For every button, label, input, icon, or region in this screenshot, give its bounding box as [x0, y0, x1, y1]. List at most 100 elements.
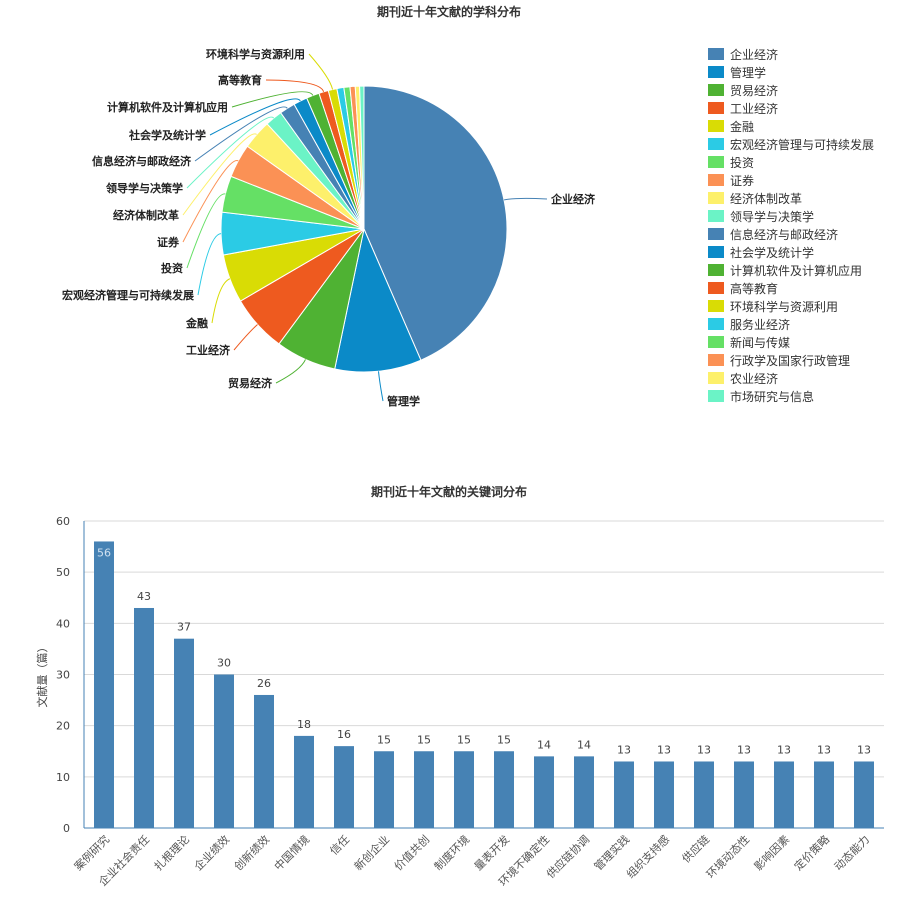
- bar-value-label: 15: [497, 733, 511, 746]
- bar-value-label: 43: [137, 590, 151, 603]
- legend-item[interactable]: 领导学与决策学: [708, 207, 874, 225]
- y-tick-label: 50: [56, 566, 70, 579]
- pie-chart-title: 期刊近十年文献的学科分布: [376, 5, 521, 19]
- legend-item[interactable]: 行政学及国家行政管理: [708, 351, 874, 369]
- pie-leader-line: [197, 233, 222, 296]
- legend-item[interactable]: 宏观经济管理与可持续发展: [708, 135, 874, 153]
- legend-item[interactable]: 投资: [708, 153, 874, 171]
- legend-item[interactable]: 经济体制改革: [708, 189, 874, 207]
- x-tick-label: 量表开发: [471, 832, 512, 873]
- y-tick-label: 30: [56, 669, 70, 682]
- bar[interactable]: [494, 751, 514, 828]
- bar[interactable]: [774, 761, 794, 828]
- legend-item[interactable]: 信息经济与邮政经济: [708, 225, 874, 243]
- legend-swatch: [708, 354, 724, 366]
- pie-slice[interactable]: [359, 85, 365, 230]
- legend-label: 金融: [730, 119, 755, 134]
- pie-leader-line: [377, 371, 384, 402]
- bar[interactable]: [254, 694, 274, 828]
- x-tick-label: 供应链协调: [543, 832, 592, 881]
- legend-swatch: [708, 372, 724, 384]
- bar-value-label: 13: [617, 743, 631, 756]
- bar[interactable]: [294, 735, 314, 828]
- bar[interactable]: [614, 761, 634, 828]
- pie-leader-line: [308, 53, 334, 90]
- legend-label: 经济体制改革: [730, 191, 803, 206]
- x-tick-label: 价值共创: [392, 833, 432, 873]
- bar[interactable]: [694, 761, 714, 828]
- pie-leader-line: [275, 359, 306, 384]
- pie-leader-line: [182, 160, 239, 243]
- legend-item[interactable]: 工业经济: [708, 99, 874, 117]
- legend-label: 计算机软件及计算机应用: [730, 263, 863, 278]
- pie-leader-line: [211, 278, 231, 324]
- legend-label: 社会学及统计学: [730, 245, 815, 260]
- bar[interactable]: [374, 751, 394, 828]
- legend-swatch: [708, 66, 724, 78]
- bar-value-label: 15: [457, 733, 471, 746]
- legend-label: 服务业经济: [730, 317, 791, 332]
- x-tick-label: 环境动态性: [703, 832, 752, 881]
- x-tick-label: 创新绩效: [231, 832, 272, 873]
- legend-label: 宏观经济管理与可持续发展: [730, 137, 875, 152]
- legend-item[interactable]: 计算机软件及计算机应用: [708, 261, 874, 279]
- legend-swatch: [708, 84, 724, 96]
- legend-label: 贸易经济: [730, 83, 779, 98]
- bar[interactable]: [814, 761, 834, 828]
- legend-item[interactable]: 新闻与传媒: [708, 333, 874, 351]
- bar-value-label: 13: [697, 743, 711, 756]
- legend-item[interactable]: 高等教育: [708, 279, 874, 297]
- legend-item[interactable]: 农业经济: [708, 369, 874, 387]
- bar[interactable]: [454, 751, 474, 828]
- legend-swatch: [708, 300, 724, 312]
- bar-value-label: 13: [737, 743, 751, 756]
- legend-item[interactable]: 社会学及统计学: [708, 243, 874, 261]
- legend-item[interactable]: 管理学: [708, 63, 874, 81]
- x-tick-label: 制度环境: [431, 832, 472, 873]
- legend-item[interactable]: 贸易经济: [708, 81, 874, 99]
- legend-swatch: [708, 48, 724, 60]
- legend-label: 工业经济: [730, 101, 779, 116]
- y-axis-label: 文献量（篇）: [35, 642, 49, 708]
- bar[interactable]: [854, 761, 874, 828]
- bar[interactable]: [534, 756, 554, 828]
- x-tick-label: 定价策略: [791, 832, 832, 873]
- y-tick-label: 60: [56, 515, 70, 528]
- x-tick-label: 供应链: [679, 832, 712, 865]
- legend-label: 企业经济: [730, 47, 779, 62]
- bar[interactable]: [414, 751, 434, 828]
- x-tick-label: 扎根理论: [151, 832, 192, 873]
- pie-slice[interactable]: [334, 227, 422, 373]
- legend-item[interactable]: 市场研究与信息: [708, 387, 874, 405]
- pie-slice-label: 证券: [157, 235, 180, 249]
- pie-leader-line: [186, 116, 275, 189]
- pie-leader-line: [194, 106, 288, 162]
- bar-value-label: 13: [817, 743, 831, 756]
- bar[interactable]: [214, 674, 234, 829]
- legend-item[interactable]: 服务业经济: [708, 315, 874, 333]
- bar[interactable]: [174, 638, 194, 828]
- pie-slice-label: 金融: [185, 316, 208, 330]
- legend-item[interactable]: 环境科学与资源利用: [708, 297, 874, 315]
- bar-value-label: 14: [577, 738, 591, 751]
- bar[interactable]: [334, 746, 354, 828]
- bar[interactable]: [734, 761, 754, 828]
- bar[interactable]: [654, 761, 674, 828]
- legend-swatch: [708, 138, 724, 150]
- legend-item[interactable]: 证券: [708, 171, 874, 189]
- pie-leader-line: [503, 197, 548, 201]
- bar-chart-title: 期刊近十年文献的关键词分布: [370, 485, 527, 499]
- pie-slice-label: 工业经济: [186, 343, 231, 357]
- bar[interactable]: [574, 756, 594, 828]
- legend-label: 信息经济与邮政经济: [730, 227, 839, 242]
- bar-value-label: 15: [377, 733, 391, 746]
- bar[interactable]: [134, 607, 154, 828]
- legend-item[interactable]: 金融: [708, 117, 874, 135]
- legend-item[interactable]: 企业经济: [708, 45, 874, 63]
- bar[interactable]: [94, 541, 114, 828]
- x-tick-label: 信任: [327, 833, 352, 858]
- legend-swatch: [708, 210, 724, 222]
- bar-value-label: 13: [857, 743, 871, 756]
- legend-label: 农业经济: [730, 371, 779, 386]
